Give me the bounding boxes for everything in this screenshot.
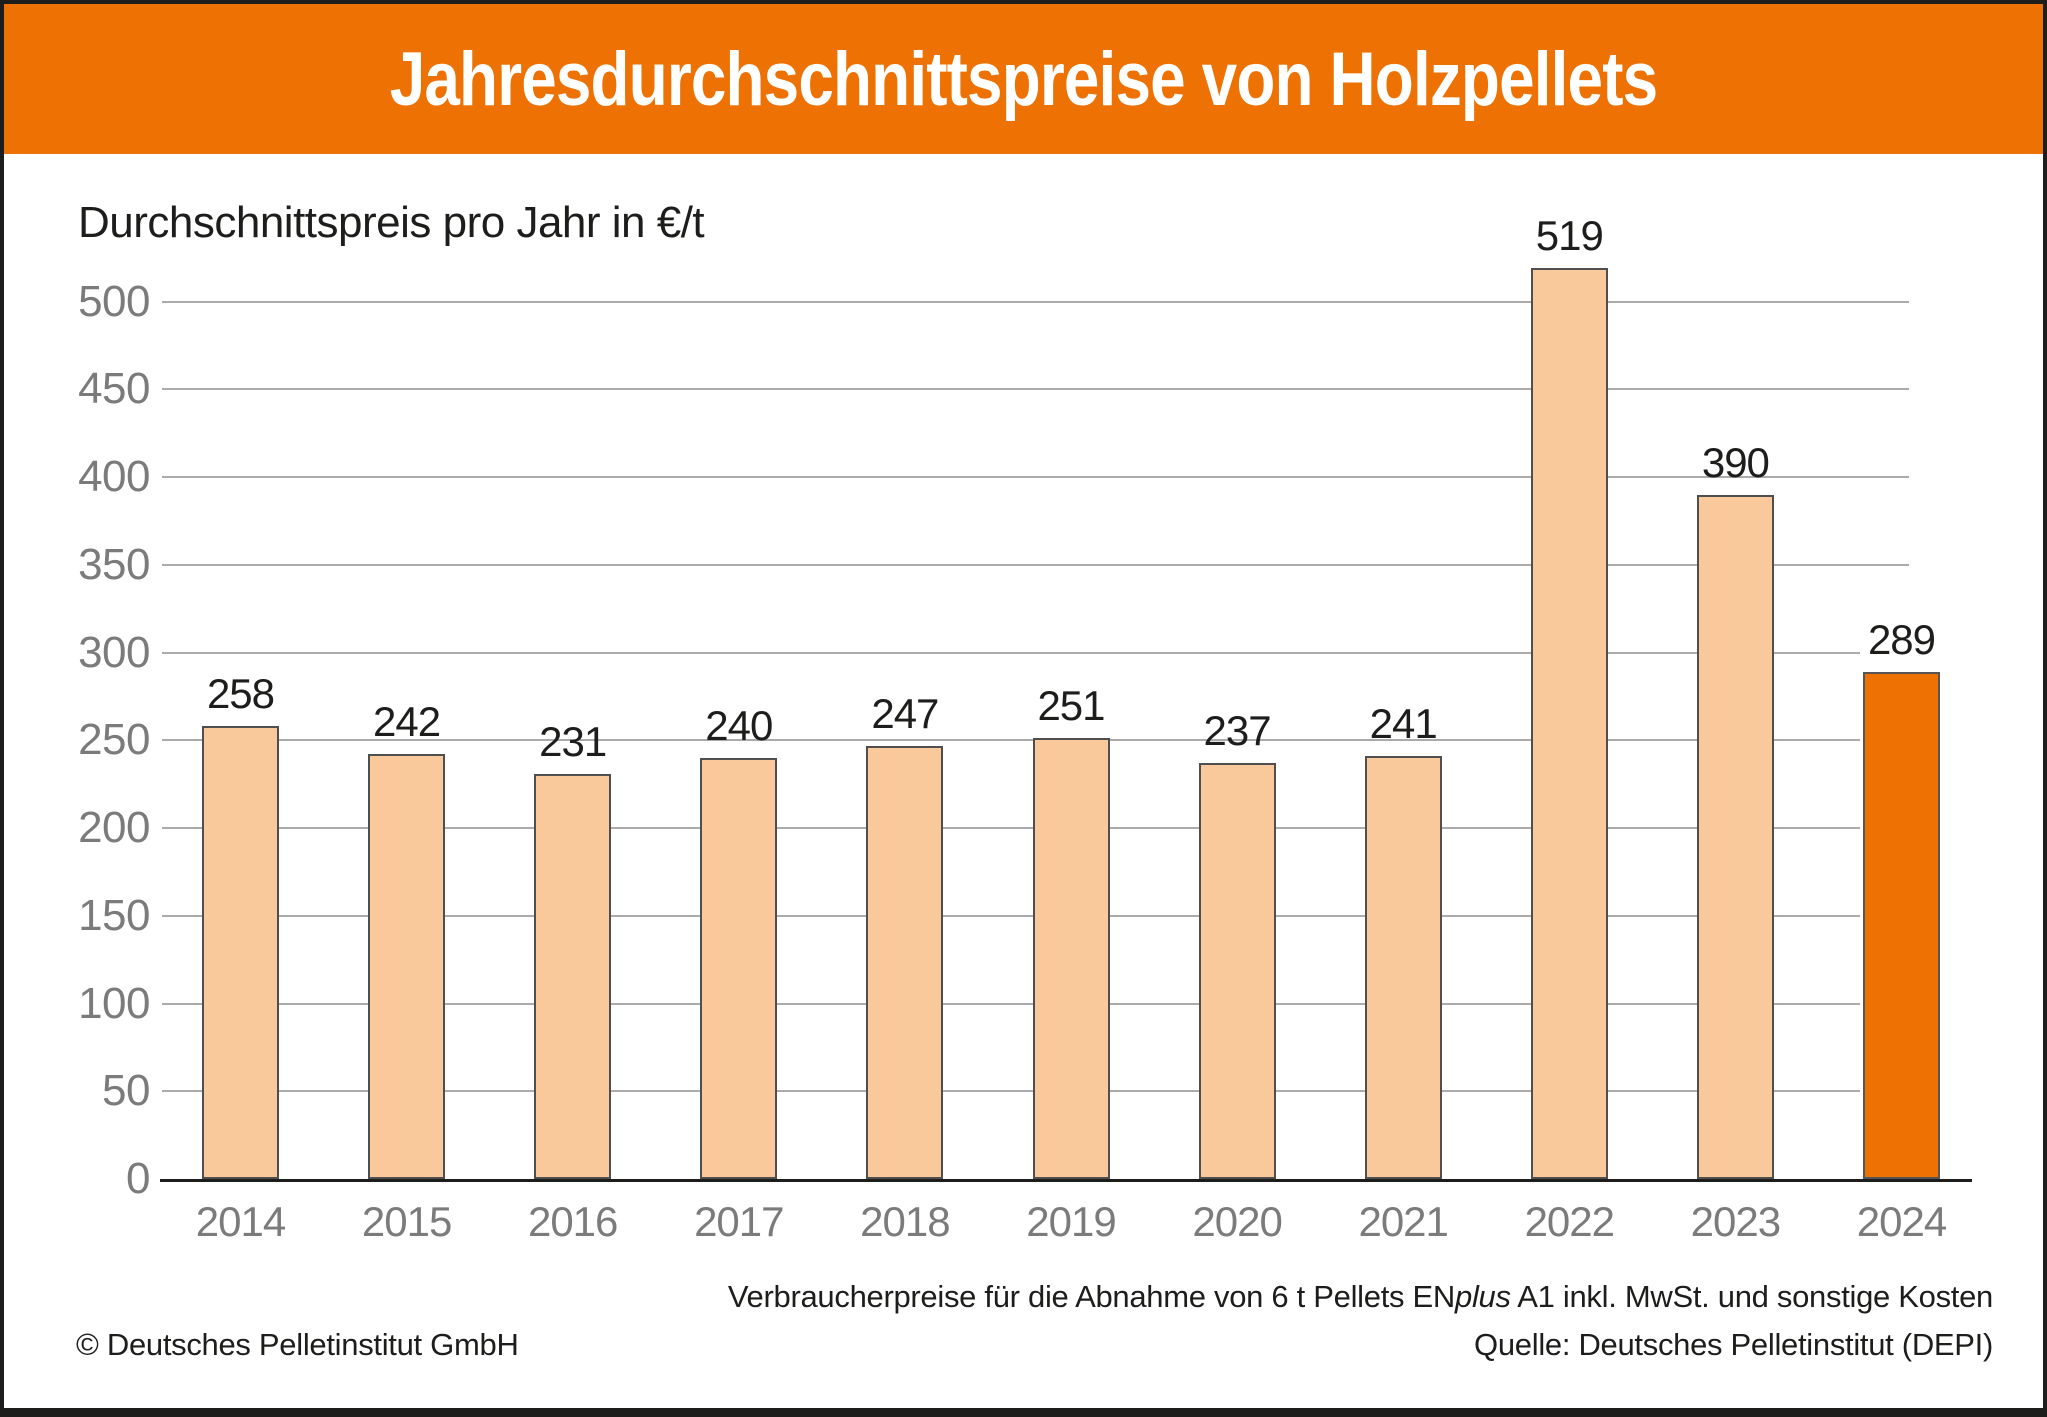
- footer-note-post: A1 inkl. MwSt. und sonstige Kosten: [1510, 1279, 1993, 1314]
- footer-note: Verbraucherpreise für die Abnahme von 6 …: [728, 1279, 1993, 1315]
- value-label-2014: 258: [206, 670, 275, 718]
- xtick-label-2015: 2015: [361, 1198, 452, 1245]
- xtick-label-2020: 2020: [1192, 1198, 1282, 1245]
- footer-note-pre: Verbraucherpreise für die Abnahme von 6 …: [727, 1279, 1455, 1314]
- gridline-450: [162, 388, 1909, 391]
- xtick-label-2018: 2018: [860, 1198, 950, 1245]
- gridline-150: [162, 914, 1860, 917]
- gridline-250: [162, 739, 1860, 742]
- gridline-100: [162, 1002, 1860, 1005]
- ytick-label-150: 150: [78, 890, 150, 940]
- bar-2017: [700, 757, 778, 1179]
- gridline-400: [162, 476, 1909, 478]
- axis-unit-label: Durchschnittspreis pro Jahr in €/t: [78, 198, 705, 247]
- value-label-2015: 242: [373, 698, 441, 746]
- value-label-2017: 240: [705, 701, 773, 749]
- value-label-2020: 237: [1203, 707, 1272, 755]
- bar-2021: [1364, 756, 1442, 1179]
- gridline-50: [162, 1090, 1860, 1093]
- xtick-label-2022: 2022: [1524, 1198, 1615, 1245]
- ytick-label-300: 300: [78, 627, 150, 677]
- ytick-label-250: 250: [78, 715, 150, 765]
- xtick-label-2016: 2016: [527, 1198, 618, 1245]
- footer-note-enplus-italic: plus: [1455, 1279, 1511, 1314]
- xtick-label-2024: 2024: [1856, 1198, 1947, 1245]
- ytick-label-0: 0: [126, 1154, 150, 1203]
- bar-2016: [534, 773, 612, 1179]
- value-label-2022: 519: [1535, 212, 1604, 260]
- value-label-2024: 289: [1867, 615, 1936, 663]
- x-axis-line: [160, 1179, 1972, 1182]
- xtick-label-2014: 2014: [195, 1198, 286, 1245]
- value-label-2019: 251: [1037, 682, 1105, 730]
- ytick-label-50: 50: [102, 1066, 150, 1116]
- gridline-300: [162, 651, 1860, 654]
- xtick-label-2019: 2019: [1026, 1198, 1116, 1245]
- ytick-label-350: 350: [78, 539, 150, 589]
- source-credit: Quelle: Deutsches Pelletinstitut (DEPI): [1474, 1327, 1993, 1362]
- value-label-2016: 231: [539, 717, 607, 765]
- value-label-2018: 247: [871, 689, 939, 737]
- bar-2024: [1863, 671, 1940, 1179]
- bar-2018: [866, 745, 944, 1179]
- bar-2014: [202, 726, 279, 1179]
- bar-2020: [1198, 763, 1276, 1179]
- bar-2022: [1530, 268, 1608, 1179]
- ytick-label-100: 100: [78, 978, 150, 1028]
- bar-2019: [1032, 738, 1110, 1179]
- ytick-label-450: 450: [78, 364, 150, 414]
- chart-title: Jahresdurchschnittspreise von Holzpellet…: [389, 36, 1658, 122]
- copyright-notice: © Deutsches Pelletinstitut GmbH: [76, 1327, 519, 1362]
- value-label-2021: 241: [1369, 700, 1438, 748]
- ytick-label-200: 200: [78, 803, 150, 852]
- ytick-label-400: 400: [78, 452, 150, 501]
- xtick-label-2021: 2021: [1358, 1198, 1448, 1245]
- gridline-200: [162, 827, 1860, 829]
- value-label-2023: 390: [1701, 438, 1770, 486]
- header-banner: Jahresdurchschnittspreise von Holzpellet…: [4, 4, 2043, 154]
- bar-2015: [368, 754, 446, 1179]
- bar-2023: [1696, 494, 1774, 1179]
- xtick-label-2023: 2023: [1690, 1198, 1781, 1245]
- xtick-label-2017: 2017: [694, 1198, 784, 1245]
- ytick-label-500: 500: [78, 276, 150, 326]
- gridline-350: [162, 563, 1909, 566]
- gridline-500: [162, 300, 1909, 303]
